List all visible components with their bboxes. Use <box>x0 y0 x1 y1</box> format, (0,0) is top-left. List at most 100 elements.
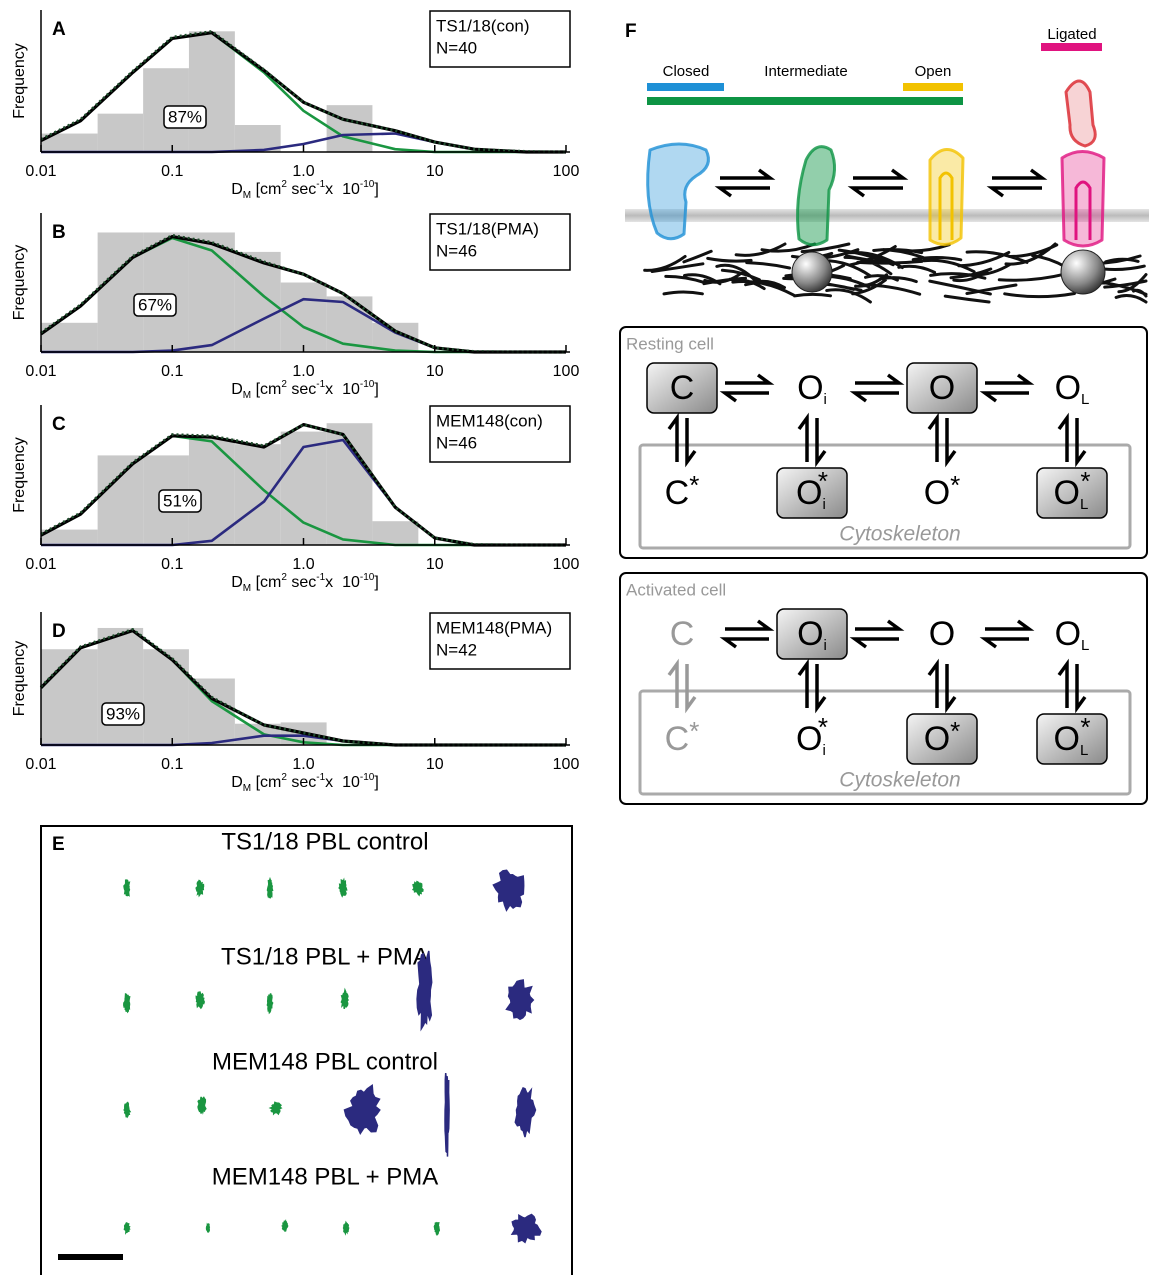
x-axis-label-part: -10 <box>360 572 375 583</box>
state-base: O <box>797 615 823 653</box>
histogram-bar <box>281 283 327 353</box>
x-axis-label: DM [cm2 sec-1x 10-10] <box>231 179 379 201</box>
x-axis-label-part: sec <box>287 574 316 591</box>
state-sup: * <box>689 470 699 500</box>
histogram-bar <box>98 114 144 152</box>
histogram-bar <box>189 31 235 152</box>
state-label: O <box>929 369 955 407</box>
x-tick-label: 1.0 <box>292 163 314 180</box>
annotation: N=46 <box>436 433 477 452</box>
state-base: O <box>1055 615 1081 653</box>
state-base: O <box>1055 369 1081 407</box>
x-axis-label-part: ] <box>374 381 378 398</box>
x-axis-label-part: x 10 <box>325 181 360 198</box>
track-group-title: TS1/18 PBL control <box>221 828 428 855</box>
state-base: O <box>929 615 955 653</box>
panel-letter: C <box>52 414 66 435</box>
annotation: TS1/18(con) <box>436 16 530 35</box>
x-axis-label-part: M <box>243 190 251 201</box>
state-label: C <box>670 369 695 407</box>
state-base: O <box>797 369 823 407</box>
x-axis-label: DM [cm2 sec-1x 10-10] <box>231 572 379 594</box>
x-tick-label: 1.0 <box>292 556 314 573</box>
state-label: Oi <box>797 615 827 654</box>
x-tick-label: 0.01 <box>25 163 56 180</box>
panel-letter: E <box>52 834 65 855</box>
x-axis-label-part: [cm <box>251 574 281 591</box>
figure: 0.01 0.1 1.0 10 100 DM [cm2 sec-1x 10-10] Freq… <box>0 0 1149 1275</box>
x-tick-label: 10 <box>426 756 444 773</box>
state-sub: L <box>1080 496 1088 513</box>
x-axis-label-part: D <box>231 574 243 591</box>
state-sub: i <box>822 496 825 513</box>
x-axis-label-part: -10 <box>360 379 375 390</box>
panel-letter: F <box>625 21 637 42</box>
x-axis-label-part: sec <box>287 181 316 198</box>
x-axis-label-part: M <box>243 583 251 594</box>
protein-open <box>930 149 963 244</box>
y-axis-label: Frequency <box>11 641 28 717</box>
state-base: C <box>670 615 695 653</box>
histogram-bar <box>98 628 144 745</box>
track-group-title: TS1/18 PBL + PMA <box>221 943 429 970</box>
state-sup: * <box>818 466 828 496</box>
x-axis-label-part: x 10 <box>325 574 360 591</box>
x-tick-label: 100 <box>553 363 580 380</box>
state-base: O <box>1054 720 1080 758</box>
state-sup: * <box>818 712 828 742</box>
histogram-bar <box>327 105 373 152</box>
state-name: Closed <box>663 63 710 80</box>
x-axis-label-part: sec <box>287 774 316 791</box>
state-sub: i <box>824 637 827 654</box>
histogram-bar <box>372 521 418 545</box>
histogram-bar <box>98 232 144 352</box>
x-axis-label-part: ] <box>374 574 378 591</box>
annotation: N=40 <box>436 38 477 57</box>
x-tick-label: 1.0 <box>292 756 314 773</box>
x-tick-label: 0.01 <box>25 363 56 380</box>
x-tick-label: 0.1 <box>161 756 183 773</box>
panel-letter: D <box>52 621 66 642</box>
x-axis-label-part: ] <box>374 181 378 198</box>
x-tick-label: 0.1 <box>161 163 183 180</box>
x-tick-label: 10 <box>426 163 444 180</box>
x-axis-label-part: [cm <box>251 181 281 198</box>
state-sub: L <box>1080 742 1088 759</box>
scheme-title: Resting cell <box>626 334 714 353</box>
x-axis-label: DM [cm2 sec-1x 10-10] <box>231 379 379 401</box>
x-axis-label-part: -10 <box>360 772 375 783</box>
linker-sphere <box>792 252 832 292</box>
cytoskeleton-label: Cytoskeleton <box>839 769 960 792</box>
x-tick-label: 10 <box>426 556 444 573</box>
fraction-label: 93% <box>106 704 140 723</box>
cytoskeleton-label: Cytoskeleton <box>839 523 960 546</box>
track-group-title: MEM148 PBL control <box>212 1048 438 1075</box>
state-base: O <box>929 369 955 407</box>
annotation: TS1/18(PMA) <box>436 219 539 238</box>
histogram-bar <box>98 455 144 545</box>
annotation: N=42 <box>436 640 477 659</box>
x-axis-label: DM [cm2 sec-1x 10-10] <box>231 772 379 794</box>
ligand <box>1066 81 1095 146</box>
state-sub: L <box>1081 391 1089 408</box>
state-sub: i <box>824 391 827 408</box>
linker-sphere <box>1061 250 1105 294</box>
panel-letter: A <box>52 19 66 40</box>
x-axis-label-part: x 10 <box>325 381 360 398</box>
x-axis-label-part: x 10 <box>325 774 360 791</box>
state-base: O <box>1054 474 1080 512</box>
annotation: N=46 <box>436 241 477 260</box>
trajectory <box>207 1224 210 1232</box>
annotation: MEM148(PMA) <box>436 618 552 637</box>
state-sub: i <box>822 742 825 759</box>
state-sup: * <box>689 716 699 746</box>
x-axis-label-part: D <box>231 381 243 398</box>
state-base: C <box>670 369 695 407</box>
state-label: O <box>929 615 955 653</box>
x-axis-label-part: M <box>243 783 251 794</box>
x-axis-label-part: ] <box>374 774 378 791</box>
state-sup: * <box>1080 466 1090 496</box>
x-tick-label: 100 <box>553 556 580 573</box>
annotation: MEM148(con) <box>436 411 543 430</box>
fraction-label: 51% <box>163 491 197 510</box>
